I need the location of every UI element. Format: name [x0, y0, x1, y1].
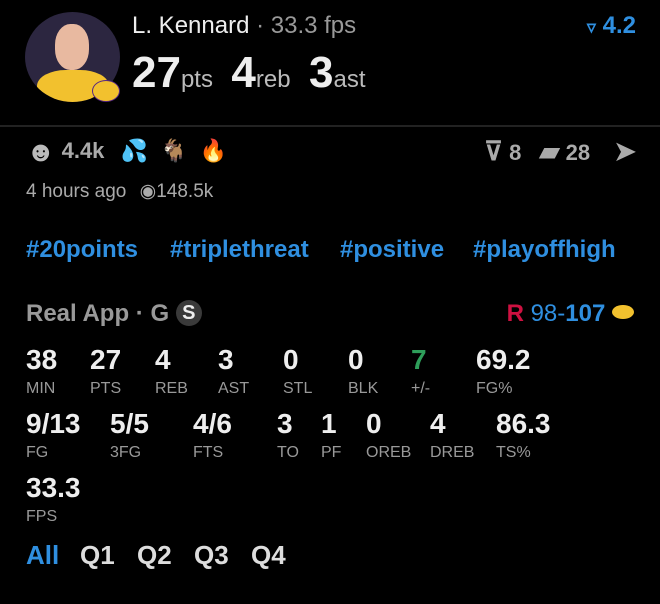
- stat-value: 7: [411, 344, 427, 375]
- player-name-line: L. Kennard · 33.3 fps: [132, 12, 356, 40]
- hashtag[interactable]: #20points: [26, 236, 139, 263]
- stat-label: MIN: [26, 380, 56, 397]
- stat-label: +/-: [411, 380, 431, 397]
- ast-label: ast: [333, 66, 366, 93]
- stat-label: DREB: [430, 444, 475, 461]
- stat-value: 4: [430, 408, 446, 439]
- stat-label: REB: [155, 380, 188, 397]
- stat-value: 0: [366, 408, 382, 439]
- stat-value: 86.3: [496, 408, 551, 439]
- stat-label: 3FG: [110, 444, 142, 461]
- stat-label: FTS: [193, 444, 224, 461]
- tab-q3[interactable]: Q3: [194, 540, 229, 570]
- hashtag[interactable]: #positive: [340, 236, 445, 263]
- stat-value: 5/5: [110, 408, 149, 439]
- stat-label: FPS: [26, 508, 58, 525]
- hashtag[interactable]: #playoffhigh: [473, 236, 616, 263]
- stat-value: 4: [155, 344, 171, 375]
- tab-q1[interactable]: Q1: [80, 540, 115, 570]
- fps-score: · 33.3 fps: [256, 12, 357, 39]
- stat-label: PF: [321, 444, 342, 461]
- s-badge: S: [175, 300, 202, 326]
- comment-count: 8: [509, 140, 522, 165]
- stat-label: TS%: [496, 444, 531, 461]
- rockets-logo: R: [506, 300, 524, 327]
- stat-value: 9/13: [26, 408, 81, 439]
- away-score: 98: [530, 300, 558, 327]
- player-name[interactable]: L. Kennard: [132, 12, 250, 39]
- stat-value: 0: [283, 344, 299, 375]
- hashtag[interactable]: #triplethreat: [170, 236, 309, 263]
- goat-icon[interactable]: 🐐: [160, 138, 188, 163]
- stat-value: 69.2: [476, 344, 531, 375]
- stat-label: FG%: [476, 380, 513, 397]
- stat-label: OREB: [366, 444, 412, 461]
- tab-q4[interactable]: Q4: [251, 540, 286, 570]
- tab-all[interactable]: All: [26, 540, 60, 570]
- smile-reaction-icon[interactable]: ☻: [26, 136, 56, 167]
- stat-value: 1: [321, 408, 337, 439]
- comment-icon[interactable]: ⊽: [483, 136, 503, 166]
- eye-icon: ◉: [139, 181, 157, 202]
- stat-label: PTS: [90, 380, 122, 397]
- reb-value: 4: [231, 48, 256, 97]
- stat-value: 3: [277, 408, 293, 439]
- view-count: 148.5k: [156, 181, 214, 202]
- meta-line: 4 hours ago ◉148.5k: [26, 180, 213, 203]
- game-source: Real App · G S: [26, 300, 202, 328]
- reb-label: reb: [255, 66, 291, 93]
- reaction-count: 4.4k: [61, 138, 105, 163]
- stat-label: BLK: [348, 380, 379, 397]
- stat-value: 4/6: [193, 408, 232, 439]
- stat-value: 38: [26, 344, 58, 375]
- score-separator: -: [557, 300, 566, 327]
- pts-label: pts: [180, 66, 213, 93]
- headline-stats: 27pts 4reb 3ast: [132, 48, 380, 98]
- stat-label: AST: [218, 380, 250, 397]
- reactions-bar: ☻ 4.4k 💦 🐐 🔥: [26, 136, 227, 168]
- stat-value: 27: [90, 344, 122, 375]
- fire-icon[interactable]: 🔥: [199, 138, 228, 163]
- share-icon[interactable]: ➤: [614, 136, 636, 166]
- ast-value: 3: [309, 48, 334, 97]
- stat-value: 33.3: [26, 472, 81, 503]
- divider: [0, 125, 660, 127]
- rating: ▿ 4.2: [586, 12, 636, 39]
- pts-value: 27: [132, 48, 181, 97]
- lakers-logo: [92, 80, 120, 102]
- stat-value: 0: [348, 344, 364, 375]
- rating-icon: ▿: [586, 17, 596, 37]
- sweat-drops-icon[interactable]: 💦: [120, 138, 148, 163]
- stat-label: STL: [283, 380, 313, 397]
- stat-label: TO: [277, 444, 299, 461]
- home-score: 107: [565, 300, 606, 327]
- cards-icon[interactable]: ▰: [539, 136, 560, 166]
- game-score[interactable]: R 98-107: [507, 300, 634, 328]
- timestamp: 4 hours ago: [26, 181, 127, 202]
- lakers-logo: [612, 305, 634, 319]
- card-count: 28: [565, 140, 591, 165]
- tab-q2[interactable]: Q2: [137, 540, 172, 570]
- stat-value: 3: [218, 344, 234, 375]
- actions-bar: ⊽ 8 ▰ 28 ➤: [484, 136, 636, 167]
- stat-label: FG: [26, 444, 49, 461]
